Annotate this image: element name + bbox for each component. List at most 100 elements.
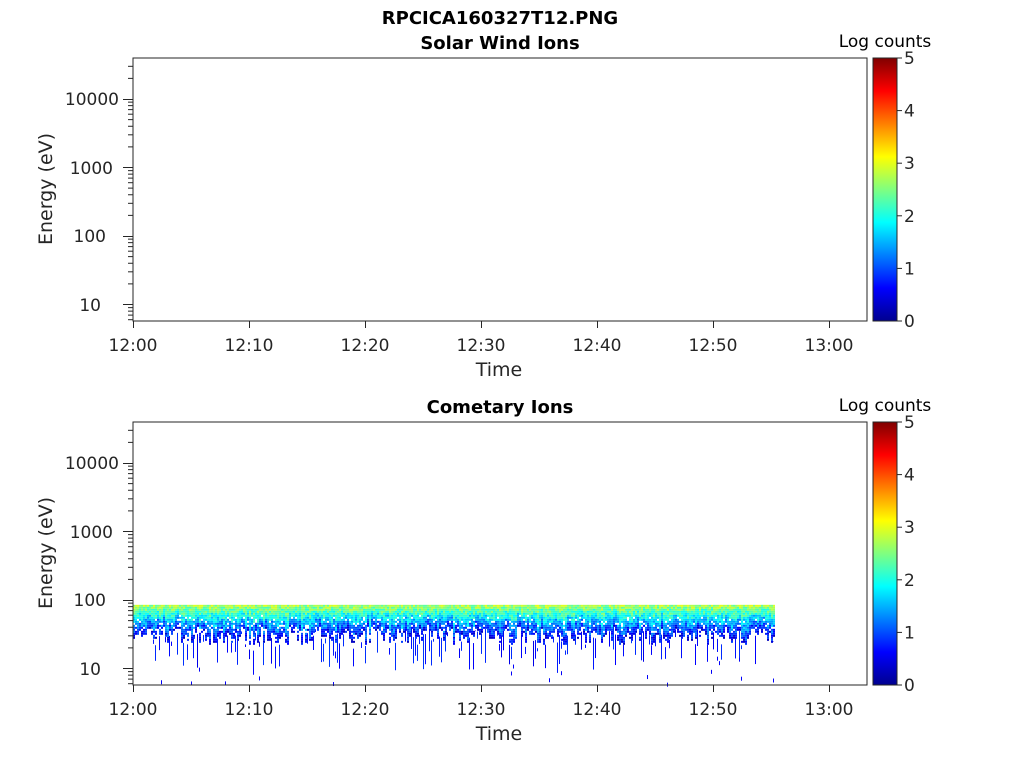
heatmap-cell — [281, 634, 283, 637]
heatmap-cell — [279, 610, 281, 613]
heatmap-cell — [383, 632, 385, 635]
heatmap-cell — [767, 620, 769, 623]
heatmap-cell — [355, 618, 357, 621]
heatmap-cell — [155, 632, 157, 635]
heatmap-cell — [569, 608, 571, 611]
heatmap-cell — [607, 608, 609, 611]
heatmap-cell — [513, 638, 515, 641]
heatmap-cell — [283, 612, 285, 615]
heatmap-cell — [297, 616, 299, 619]
heatmap-cell — [687, 622, 689, 625]
heatmap-cell — [473, 622, 475, 625]
heatmap-cell — [149, 618, 151, 621]
heatmap-cell — [143, 604, 145, 607]
heatmap-cell — [535, 620, 537, 623]
heatmap-cell — [455, 628, 457, 631]
heatmap-cell — [627, 624, 629, 627]
heatmap-cell — [143, 630, 145, 633]
heatmap-cell — [367, 610, 369, 613]
heatmap-cell — [671, 616, 673, 619]
heatmap-cell — [525, 640, 527, 643]
heatmap-cell — [747, 626, 749, 629]
heatmap-cell — [509, 644, 510, 665]
heatmap-cell — [469, 637, 470, 670]
heatmap-cell — [649, 612, 651, 615]
heatmap-cell — [723, 628, 725, 631]
heatmap-cell — [655, 606, 657, 609]
heatmap-cell — [727, 626, 729, 629]
heatmap-cell — [593, 606, 595, 609]
heatmap-cell — [639, 624, 641, 627]
heatmap-cell — [361, 632, 363, 635]
heatmap-cell — [529, 618, 531, 621]
heatmap-cell — [185, 628, 187, 631]
heatmap-cell — [511, 614, 513, 617]
heatmap-cell — [495, 614, 497, 617]
heatmap-cell — [625, 608, 627, 611]
x-tick-label: 12:10 — [225, 336, 274, 356]
heatmap-cell — [153, 610, 155, 613]
heatmap-cell — [393, 624, 395, 627]
heatmap-cell — [553, 628, 555, 631]
heatmap-cell — [749, 620, 751, 623]
heatmap-cell — [245, 632, 247, 635]
heatmap-cell — [563, 638, 565, 641]
heatmap-cell — [133, 624, 135, 627]
heatmap-cell — [253, 620, 255, 623]
heatmap-cell — [175, 604, 177, 607]
heatmap-cell — [613, 604, 615, 607]
heatmap-cell — [703, 614, 705, 617]
heatmap-cell — [609, 626, 611, 629]
heatmap-cell — [681, 634, 683, 637]
heatmap-cell — [459, 614, 461, 617]
heatmap-cell — [229, 606, 231, 609]
heatmap-cell — [557, 630, 559, 633]
heatmap-cell — [305, 612, 307, 615]
heatmap-cell — [625, 604, 627, 607]
heatmap-cell — [655, 612, 657, 615]
heatmap-cell — [611, 636, 613, 639]
heatmap-cell — [701, 628, 703, 631]
heatmap-cell — [525, 646, 526, 654]
heatmap-cell — [657, 632, 659, 635]
heatmap-cell — [323, 608, 325, 611]
heatmap-cell — [661, 606, 663, 609]
heatmap-cell — [515, 612, 517, 615]
heatmap-cell — [267, 620, 269, 623]
heatmap-cell — [585, 638, 587, 641]
heatmap-cell — [721, 608, 723, 611]
heatmap-cell — [287, 608, 289, 611]
heatmap-cell — [353, 612, 355, 615]
heatmap-cell — [219, 616, 221, 619]
heatmap-cell — [215, 622, 217, 625]
heatmap-cell — [623, 616, 625, 619]
heatmap-cell — [555, 610, 557, 613]
heatmap-cell — [573, 626, 575, 629]
heatmap-cell — [345, 608, 347, 611]
heatmap-cell — [369, 612, 371, 615]
heatmap-cell — [391, 612, 393, 615]
heatmap-cell — [503, 606, 505, 609]
heatmap-cell — [273, 620, 275, 623]
heatmap-cell — [271, 604, 273, 607]
heatmap-cell — [187, 616, 189, 619]
heatmap-cell — [747, 616, 749, 619]
heatmap-cell — [755, 630, 757, 633]
heatmap-cell — [741, 640, 743, 643]
heatmap-cell — [597, 608, 599, 611]
heatmap-cell — [583, 628, 585, 631]
heatmap-cell — [383, 626, 385, 629]
heatmap-cell — [735, 634, 737, 637]
heatmap-cell — [413, 622, 415, 625]
heatmap-cell — [561, 641, 562, 649]
heatmap-cell — [547, 624, 549, 627]
heatmap-cell — [643, 610, 645, 613]
heatmap-cell — [745, 640, 747, 643]
heatmap-cell — [335, 618, 337, 621]
heatmap-cell — [197, 614, 199, 617]
heatmap-cell — [439, 620, 441, 623]
heatmap-cell — [635, 608, 637, 611]
heatmap-cell — [549, 634, 551, 637]
heatmap-cell — [647, 604, 649, 607]
heatmap-cell — [239, 630, 241, 633]
